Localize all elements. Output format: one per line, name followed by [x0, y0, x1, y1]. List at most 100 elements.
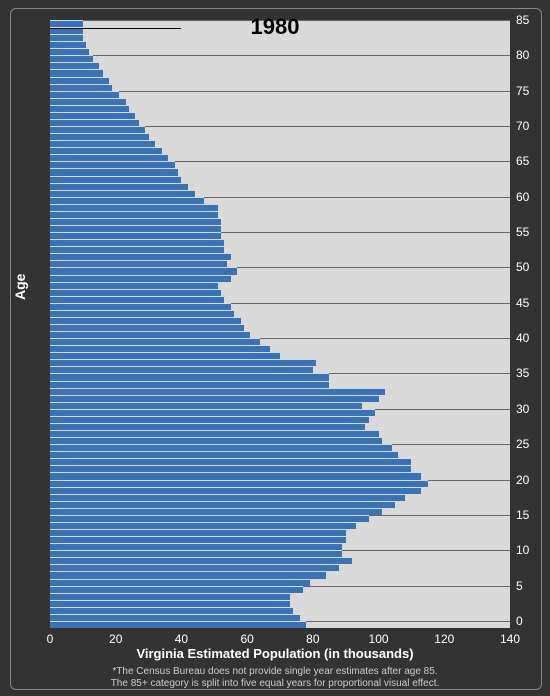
population-bar	[50, 345, 270, 352]
population-bar	[50, 416, 369, 423]
population-bar	[50, 331, 250, 338]
y-axis-label: Age	[12, 274, 28, 300]
population-bar	[50, 176, 181, 183]
population-bar	[50, 168, 178, 175]
population-bar	[50, 147, 162, 154]
population-bar	[50, 232, 221, 239]
population-bar	[50, 338, 260, 345]
population-bar	[50, 267, 237, 274]
population-bar	[50, 451, 398, 458]
population-bar	[50, 317, 241, 324]
population-bar	[50, 395, 379, 402]
population-bar	[50, 352, 280, 359]
population-bar	[50, 140, 155, 147]
population-bar	[50, 282, 218, 289]
population-bar	[50, 218, 221, 225]
population-bar	[50, 211, 218, 218]
x-tick-label: 140	[495, 632, 525, 646]
population-bar	[50, 77, 109, 84]
population-bar	[50, 543, 342, 550]
y-tick-label: 50	[516, 260, 546, 274]
footnote-text: *The Census Bureau does not provide sing…	[0, 666, 550, 689]
population-bar	[50, 119, 139, 126]
y-tick-label: 35	[516, 366, 546, 380]
y-tick-label: 85	[516, 13, 546, 27]
plot-area: 85+*	[50, 20, 510, 628]
population-bar	[50, 437, 382, 444]
population-bar	[50, 296, 224, 303]
population-bar	[50, 105, 129, 112]
population-bar	[50, 487, 421, 494]
population-bar	[50, 621, 306, 628]
gridline	[50, 91, 510, 92]
population-bar	[50, 409, 375, 416]
population-bar	[50, 593, 290, 600]
y-tick-label: 30	[516, 402, 546, 416]
y-tick-label: 45	[516, 296, 546, 310]
population-bar	[50, 303, 231, 310]
population-bar	[50, 154, 168, 161]
population-bar	[50, 48, 89, 55]
population-bar	[50, 324, 244, 331]
population-bar	[50, 183, 188, 190]
population-bar	[50, 536, 346, 543]
population-bar	[50, 515, 369, 522]
population-bar	[50, 600, 290, 607]
population-bar	[50, 571, 326, 578]
population-bar	[50, 529, 346, 536]
population-bar	[50, 133, 149, 140]
population-bar	[50, 204, 218, 211]
population-bar	[50, 310, 234, 317]
population-bar	[50, 161, 175, 168]
population-bar	[50, 84, 112, 91]
population-bar	[50, 607, 293, 614]
population-bar	[50, 614, 300, 621]
y-tick-label: 5	[516, 579, 546, 593]
y-tick-label: 40	[516, 331, 546, 345]
population-bar	[50, 190, 195, 197]
y-tick-label: 60	[516, 190, 546, 204]
y-tick-label: 80	[516, 48, 546, 62]
population-bar	[50, 55, 93, 62]
population-bar	[50, 373, 329, 380]
population-bar	[50, 430, 379, 437]
population-bar	[50, 359, 316, 366]
population-bar	[50, 472, 421, 479]
x-tick-label: 20	[101, 632, 131, 646]
chart-title: 1980	[0, 14, 550, 40]
population-bar	[50, 126, 145, 133]
population-bar	[50, 586, 303, 593]
y-tick-label: 65	[516, 154, 546, 168]
population-bar	[50, 41, 86, 48]
population-bar	[50, 246, 224, 253]
population-bar	[50, 465, 411, 472]
population-bar	[50, 239, 224, 246]
population-bar	[50, 69, 103, 76]
population-bar	[50, 423, 365, 430]
x-tick-label: 60	[232, 632, 262, 646]
population-bar	[50, 197, 204, 204]
population-bar	[50, 508, 382, 515]
population-bar	[50, 62, 99, 69]
y-tick-label: 25	[516, 437, 546, 451]
population-bar	[50, 444, 392, 451]
y-tick-label: 0	[516, 614, 546, 628]
population-bar	[50, 458, 411, 465]
y-tick-label: 15	[516, 508, 546, 522]
y-tick-label: 10	[516, 543, 546, 557]
y-tick-label: 55	[516, 225, 546, 239]
population-bar	[50, 275, 231, 282]
population-bar	[50, 225, 221, 232]
population-bar	[50, 480, 428, 487]
population-bar	[50, 494, 405, 501]
x-tick-label: 0	[35, 632, 65, 646]
population-bar	[50, 388, 385, 395]
population-bar	[50, 557, 352, 564]
x-tick-label: 40	[166, 632, 196, 646]
x-axis-label: Virginia Estimated Population (in thousa…	[0, 646, 550, 661]
population-bar	[50, 91, 119, 98]
population-bar	[50, 112, 135, 119]
x-tick-label: 120	[429, 632, 459, 646]
population-bar	[50, 381, 329, 388]
population-bar	[50, 550, 342, 557]
